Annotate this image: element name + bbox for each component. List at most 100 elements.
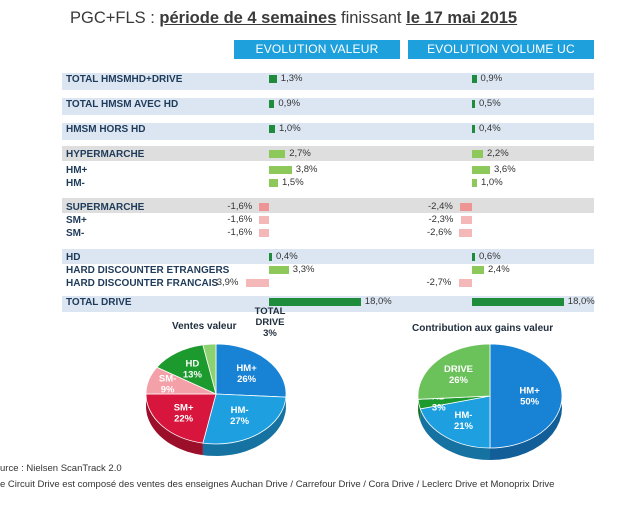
page-title: PGC+FLS : période de 4 semaines finissan…: [70, 9, 517, 28]
bar-valeur-sm: [259, 216, 269, 224]
bar-valeur-hmsm-hors-hd: [269, 125, 275, 133]
value-volume-hmsm-hors-hd: 0,4%: [479, 123, 501, 134]
band-hd: [62, 249, 594, 264]
pie-side-hm-: [202, 397, 286, 456]
value-volume-hard-discounter-etrangers: 2,4%: [488, 264, 510, 275]
bar-valeur-hm: [269, 166, 292, 174]
value-valeur-hm: 3,8%: [295, 164, 318, 175]
pie-label-hm-: HM+ 26%: [236, 363, 257, 385]
pie-slice-hm-: [419, 395, 491, 449]
drive-composition-note: e Circuit Drive est composé des ventes d…: [0, 479, 555, 490]
row-label-hd: HD: [66, 252, 81, 263]
pie-label-sm-: SM-9%: [159, 374, 176, 396]
pie-slice-hm-: [215, 343, 287, 398]
bar-volume-total-hmsm-avec-hd: [472, 100, 475, 108]
pie-label-sm-: SM+ 22%: [174, 403, 194, 425]
row-label-total-hmsm-avec-hd: TOTAL HMSM AVEC HD: [66, 99, 179, 110]
pie-slice-total-drive: [202, 343, 217, 395]
bar-valeur-hd: [269, 253, 272, 261]
row-label-total-drive: TOTAL DRIVE: [66, 297, 132, 308]
value-volume-hypermarche: 2,2%: [487, 148, 509, 159]
pie-slice-hd: [156, 344, 217, 395]
bar-volume-hm: [472, 166, 490, 174]
pie-label-drive: DRIVE 26%: [444, 364, 473, 386]
value-volume-sm: -2,6%: [427, 227, 452, 238]
bar-volume-hd: [472, 253, 475, 261]
row-label-sm: SM+: [66, 215, 87, 226]
pie-slice-drive: [417, 343, 491, 400]
value-valeur-hypermarche: 2,7%: [289, 148, 311, 159]
value-valeur-total-hmsm-avec-hd: 0,9%: [278, 98, 301, 109]
bar-volume-hmsm-hors-hd: [472, 125, 475, 133]
bar-volume-hm: [472, 179, 477, 187]
bar-volume-hard-discounter-francais: [458, 279, 472, 287]
pie-side-sm-: [146, 394, 203, 456]
row-label-hm: HM+: [66, 165, 88, 176]
band-total-hmsmhd-drive: [62, 73, 594, 90]
value-valeur-hard-discounter-etrangers: 3,3%: [292, 264, 315, 275]
value-valeur-hm: 1,5%: [282, 177, 304, 188]
row-label-sm: SM-: [66, 228, 85, 239]
bar-valeur-hard-discounter-etrangers: [269, 266, 289, 274]
bar-volume-total-drive: [472, 298, 564, 306]
title-prefix: PGC+FLS :: [70, 9, 160, 27]
bar-valeur-supermarche: [259, 203, 269, 211]
row-label-total-hmsmhd-drive: TOTAL HMSMHD+DRIVE: [66, 74, 183, 85]
bar-volume-supermarche: [460, 203, 472, 211]
pie-slice-sm-: [145, 393, 217, 444]
value-volume-total-hmsmhd-drive: 0,9%: [480, 73, 503, 84]
row-label-hard-discounter-etrangers: HARD DISCOUNTER ETRANGERS: [66, 265, 230, 276]
pie-label-total-drive: TOTAL DRIVE 3%: [255, 306, 286, 339]
value-volume-hard-discounter-francais: -2,7%: [426, 277, 452, 288]
pie-slice-hm-: [202, 393, 287, 445]
value-volume-sm: -2,3%: [428, 214, 454, 225]
value-volume-hd: 0,6%: [479, 251, 501, 262]
band-hypermarche: [62, 146, 594, 161]
pie-slice-hm-: [489, 343, 563, 449]
value-volume-hm: 3,6%: [494, 164, 516, 175]
bar-volume-hypermarche: [472, 150, 483, 158]
pie-label-hm-: HM-27%: [230, 405, 250, 427]
row-label-hard-discounter-francais: HARD DISCOUNTER FRANCAIS: [66, 278, 219, 289]
bar-volume-sm: [459, 229, 472, 237]
value-volume-supermarche: -2,4%: [428, 201, 453, 212]
bar-valeur-sm: [259, 229, 269, 237]
row-label-supermarche: SUPERMARCHE: [66, 202, 145, 213]
source-note: urce : Nielsen ScanTrack 2.0: [0, 463, 122, 474]
value-valeur-total-hmsmhd-drive: 1,3%: [280, 73, 303, 84]
value-valeur-supermarche: -1,6%: [227, 201, 253, 212]
title-date: le 17 mai 2015: [406, 9, 518, 27]
header-evolution-valeur: EVOLUTION VALEUR: [234, 40, 400, 59]
value-valeur-hard-discounter-francais: -3,9%: [213, 277, 239, 288]
value-volume-total-drive: 18,0%: [567, 296, 595, 307]
row-label-hm: HM-: [66, 178, 85, 189]
pie-label-hm-: HM+ 50%: [519, 386, 540, 408]
bar-volume-hard-discounter-etrangers: [472, 266, 484, 274]
value-valeur-total-drive: 18,0%: [364, 296, 392, 307]
bar-volume-total-hmsmhd-drive: [472, 75, 477, 83]
value-valeur-hmsm-hors-hd: 1,0%: [279, 123, 301, 134]
row-label-hmsm-hors-hd: HMSM HORS HD: [66, 124, 146, 135]
bar-volume-sm: [460, 216, 472, 224]
bar-valeur-hard-discounter-francais: [245, 279, 269, 287]
row-label-hypermarche: HYPERMARCHE: [66, 149, 145, 160]
pie-label-hd: HD 13%: [183, 359, 203, 381]
bar-valeur-total-hmsmhd-drive: [269, 75, 277, 83]
pie-ventes-valeur-title: Ventes valeur: [172, 321, 237, 332]
pie-side-hm-: [420, 408, 490, 460]
bar-valeur-total-drive: [269, 298, 361, 306]
title-middle: finissant: [336, 9, 407, 27]
bar-valeur-hypermarche: [269, 150, 286, 158]
pie-ventes-valeur: HM+ 26% HM-27% SM+ 22% SM-9% HD 13% TOTAL DRIVE 3%: [145, 306, 287, 456]
bar-valeur-total-hmsm-avec-hd: [269, 100, 275, 108]
value-valeur-sm: -1,6%: [227, 227, 253, 238]
pie-contribution-title: Contribution aux gains valeur: [412, 323, 554, 334]
band-hmsm-hors-hd: [62, 123, 594, 140]
value-volume-hm: 1,0%: [481, 177, 503, 188]
header-evolution-volume: EVOLUTION VOLUME UC: [408, 40, 594, 59]
value-valeur-hd: 0,4%: [276, 251, 298, 262]
value-volume-total-hmsm-avec-hd: 0,5%: [479, 98, 501, 109]
value-valeur-sm: -1,6%: [227, 214, 253, 225]
title-period: période de 4 semaines: [159, 9, 337, 27]
